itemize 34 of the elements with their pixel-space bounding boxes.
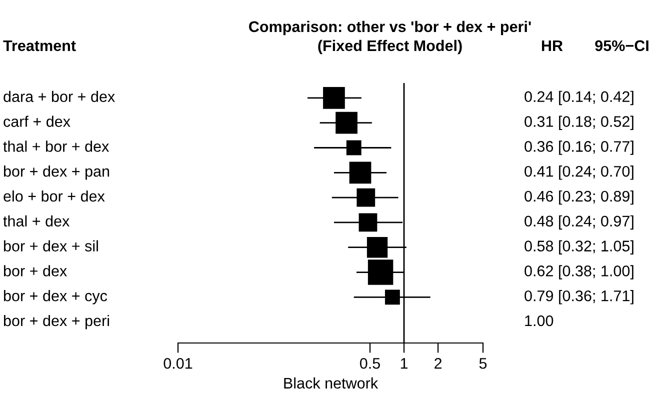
x-tick-label: 5: [479, 358, 487, 369]
y-tick-label: dara + bor + dex: [4, 90, 115, 102]
y-tick-label: bor + dex + cyc: [4, 290, 108, 304]
y-tick-label: thal + bor + dex: [3, 140, 110, 152]
data-label: 0.31 [0.18; 0.52]: [524, 116, 634, 130]
data-label: 0.48 [0.24; 0.97]: [524, 215, 634, 230]
x-tick-label: 2: [434, 358, 442, 369]
y-tick-label: carf + dex: [4, 116, 70, 127]
text: Treatment: [3, 40, 76, 52]
x-tick-label: 1: [400, 358, 408, 369]
y-tick-label: bor + dex: [4, 265, 67, 276]
point: [366, 237, 388, 258]
text: 95%−CI: [595, 40, 648, 52]
y-tick-label: bor + dex + sil: [4, 240, 98, 252]
chart-title: Comparison: other vs 'bor + dex + peri': [249, 20, 531, 36]
data-label: 0.62 [0.38; 1.00]: [524, 265, 634, 280]
data-label: 0.79 [0.36; 1.71]: [524, 290, 634, 304]
x-tick-label: 0.5: [360, 358, 380, 369]
text: HR: [542, 40, 563, 51]
data-label: 0.41 [0.24; 0.70]: [524, 166, 634, 180]
y-tick-label: thal + dex: [3, 215, 70, 227]
y-tick-label: bor + dex + pan: [4, 166, 110, 180]
y-tick-label: bor + dex + peri: [4, 314, 109, 330]
data-label: 0.46 [0.23; 0.89]: [524, 190, 634, 205]
data-label: 0.36 [0.16; 0.77]: [524, 140, 634, 155]
x-axis-title: Black network: [284, 377, 378, 389]
x-tick-label: 0.01: [164, 358, 192, 369]
point: [356, 188, 376, 207]
point: [358, 213, 378, 232]
text: 1.00: [525, 315, 554, 326]
data-label: 0.58 [0.32; 1.05]: [524, 240, 634, 254]
y-tick-label: elo + bor + dex: [4, 190, 105, 202]
data-label: 0.24 [0.14; 0.42]: [524, 90, 634, 106]
chart-subtitle: (Fixed Effect Model): [318, 40, 462, 54]
